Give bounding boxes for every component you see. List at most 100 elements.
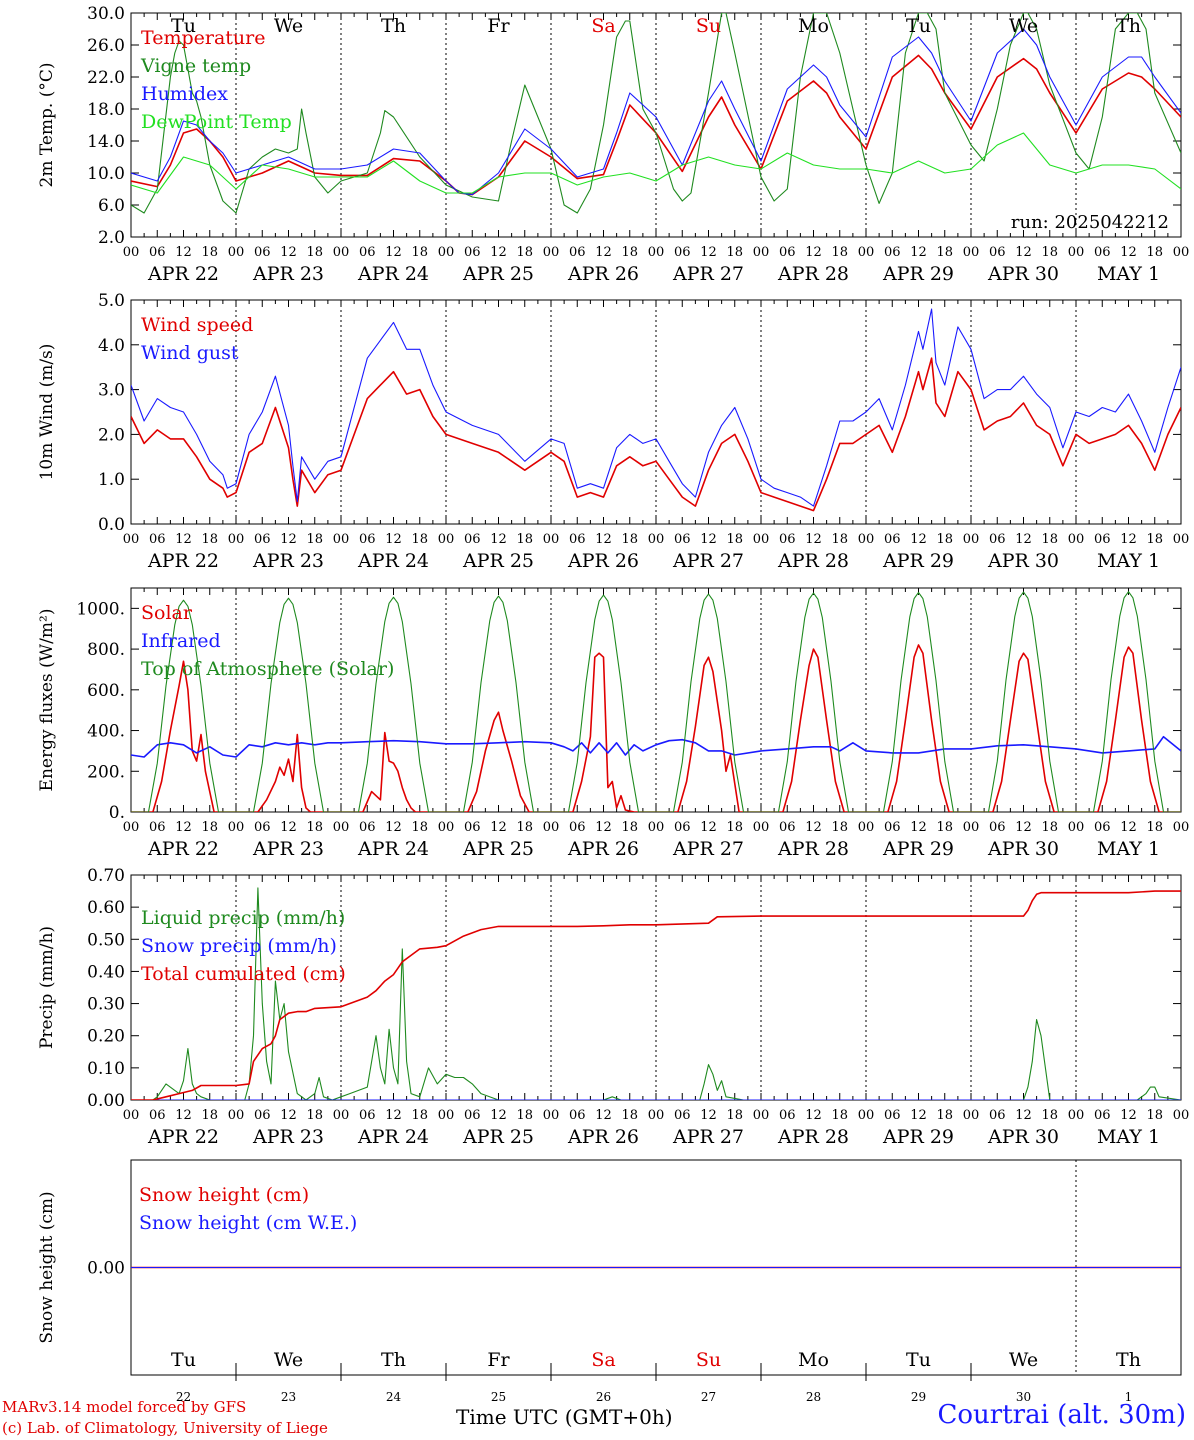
x-hour-tick-label: 18 <box>831 532 848 547</box>
x-hour-tick-label: 12 <box>700 532 717 547</box>
y-tick-label: 18.0 <box>87 100 125 120</box>
x-date-label: APR 28 <box>777 263 849 285</box>
legend-entry: Temperature <box>141 27 265 49</box>
x-hour-tick-label: 18 <box>1146 245 1163 260</box>
x-hour-tick-label: 18 <box>831 245 848 260</box>
x-hour-tick-label: 00 <box>333 1108 350 1123</box>
x-hour-tick-label: 00 <box>858 245 875 260</box>
x-date-label: APR 22 <box>147 1126 219 1148</box>
x-hour-tick-label: 12 <box>1120 1108 1137 1123</box>
x-hour-tick-label: 06 <box>254 1108 271 1123</box>
x-date-label: APR 23 <box>252 1126 324 1148</box>
x-hour-tick-label: 18 <box>516 245 533 260</box>
x-hour-tick-label: 06 <box>254 532 271 547</box>
x-date-label: APR 26 <box>567 1126 639 1148</box>
x-hour-tick-label: 12 <box>1015 532 1032 547</box>
x-hour-tick-label: 06 <box>884 1108 901 1123</box>
x-date-label: MAY 1 <box>1097 550 1160 572</box>
x-hour-tick-label: 12 <box>595 532 612 547</box>
y-tick-label: 0. <box>109 803 125 823</box>
legend-entry: Solar <box>141 602 193 624</box>
x-hour-tick-label: 00 <box>543 532 560 547</box>
y-tick-label: 10.0 <box>87 164 125 184</box>
x-hour-tick-label: 00 <box>648 820 665 835</box>
x-hour-tick-label: 00 <box>1068 1108 1085 1123</box>
x-hour-tick-label: 12 <box>595 1108 612 1123</box>
x-date-label: APR 23 <box>252 550 324 572</box>
x-date-label: APR 26 <box>567 838 639 860</box>
series-line-total-cumulated-cm- <box>131 890 1181 1100</box>
x-hour-tick-label: 12 <box>175 820 192 835</box>
x-hour-tick-label: 00 <box>333 532 350 547</box>
y-tick-label: 0.10 <box>87 1059 125 1079</box>
x-hour-tick-label: 12 <box>910 820 927 835</box>
x-hour-tick-label: 12 <box>280 532 297 547</box>
x-hour-tick-label: 00 <box>1173 1108 1190 1123</box>
x-hour-tick-label: 06 <box>359 1108 376 1123</box>
y-axis-label: 2m Temp. (°C) <box>37 62 57 187</box>
x-hour-tick-label: 00 <box>333 245 350 260</box>
x-date-label: MAY 1 <box>1097 838 1160 860</box>
day-number-label: 26 <box>596 1390 611 1404</box>
y-tick-label: 2.0 <box>98 228 125 248</box>
x-hour-tick-label: 06 <box>569 1108 586 1123</box>
x-hour-tick-label: 06 <box>1094 820 1111 835</box>
x-date-label: APR 25 <box>462 838 534 860</box>
x-hour-tick-label: 12 <box>175 1108 192 1123</box>
y-tick-label: 3.0 <box>98 381 125 401</box>
x-hour-tick-label: 06 <box>254 245 271 260</box>
x-date-label: APR 27 <box>672 838 744 860</box>
x-hour-tick-label: 06 <box>1094 1108 1111 1123</box>
x-hour-tick-label: 18 <box>516 532 533 547</box>
y-tick-label: 0.00 <box>87 1091 125 1111</box>
x-hour-tick-label: 00 <box>753 820 770 835</box>
x-hour-tick-label: 18 <box>726 820 743 835</box>
x-hour-tick-label: 18 <box>516 820 533 835</box>
x-hour-tick-label: 06 <box>569 532 586 547</box>
x-hour-tick-label: 06 <box>359 532 376 547</box>
x-hour-tick-label: 06 <box>779 1108 796 1123</box>
x-hour-tick-label: 00 <box>753 245 770 260</box>
legend-entry: Snow precip (mm/h) <box>141 935 337 957</box>
x-hour-tick-label: 18 <box>411 1108 428 1123</box>
y-tick-label: 6.0 <box>98 196 125 216</box>
weekday-label: Tu <box>906 15 931 37</box>
x-hour-tick-label: 00 <box>858 532 875 547</box>
x-hour-tick-label: 00 <box>123 820 140 835</box>
x-date-label: APR 25 <box>462 263 534 285</box>
x-hour-tick-label: 18 <box>201 245 218 260</box>
x-date-label: APR 27 <box>672 1126 744 1148</box>
day-number-label: 30 <box>1016 1390 1031 1404</box>
x-date-label: APR 23 <box>252 263 324 285</box>
weekday-label: We <box>274 1349 303 1371</box>
x-hour-tick-label: 00 <box>1068 820 1085 835</box>
x-hour-tick-label: 12 <box>1015 1108 1032 1123</box>
x-axis-title: Time UTC (GMT+0h) <box>456 1405 673 1429</box>
x-hour-tick-label: 00 <box>648 532 665 547</box>
y-tick-label: 0.50 <box>87 930 125 950</box>
x-hour-tick-label: 18 <box>726 245 743 260</box>
x-date-label: APR 30 <box>987 550 1059 572</box>
x-hour-tick-label: 12 <box>595 245 612 260</box>
x-hour-tick-label: 12 <box>1120 532 1137 547</box>
legend-entry: Snow height (cm W.E.) <box>139 1212 357 1234</box>
x-hour-tick-label: 18 <box>726 532 743 547</box>
x-hour-tick-label: 12 <box>385 1108 402 1123</box>
x-hour-tick-label: 06 <box>149 245 166 260</box>
x-hour-tick-label: 00 <box>963 820 980 835</box>
x-hour-tick-label: 18 <box>1041 532 1058 547</box>
series-line-dewpoint-temp <box>131 132 1181 194</box>
x-hour-tick-label: 12 <box>700 1108 717 1123</box>
x-date-label: APR 28 <box>777 550 849 572</box>
weekday-label: Su <box>696 1349 721 1371</box>
x-hour-tick-label: 00 <box>333 820 350 835</box>
x-date-label: APR 25 <box>462 550 534 572</box>
x-hour-tick-label: 12 <box>280 245 297 260</box>
x-hour-tick-label: 12 <box>385 245 402 260</box>
x-hour-tick-label: 12 <box>1015 245 1032 260</box>
x-hour-tick-label: 12 <box>805 532 822 547</box>
x-hour-tick-label: 06 <box>149 820 166 835</box>
weekday-label: Sa <box>591 1349 615 1371</box>
x-hour-tick-label: 06 <box>884 532 901 547</box>
